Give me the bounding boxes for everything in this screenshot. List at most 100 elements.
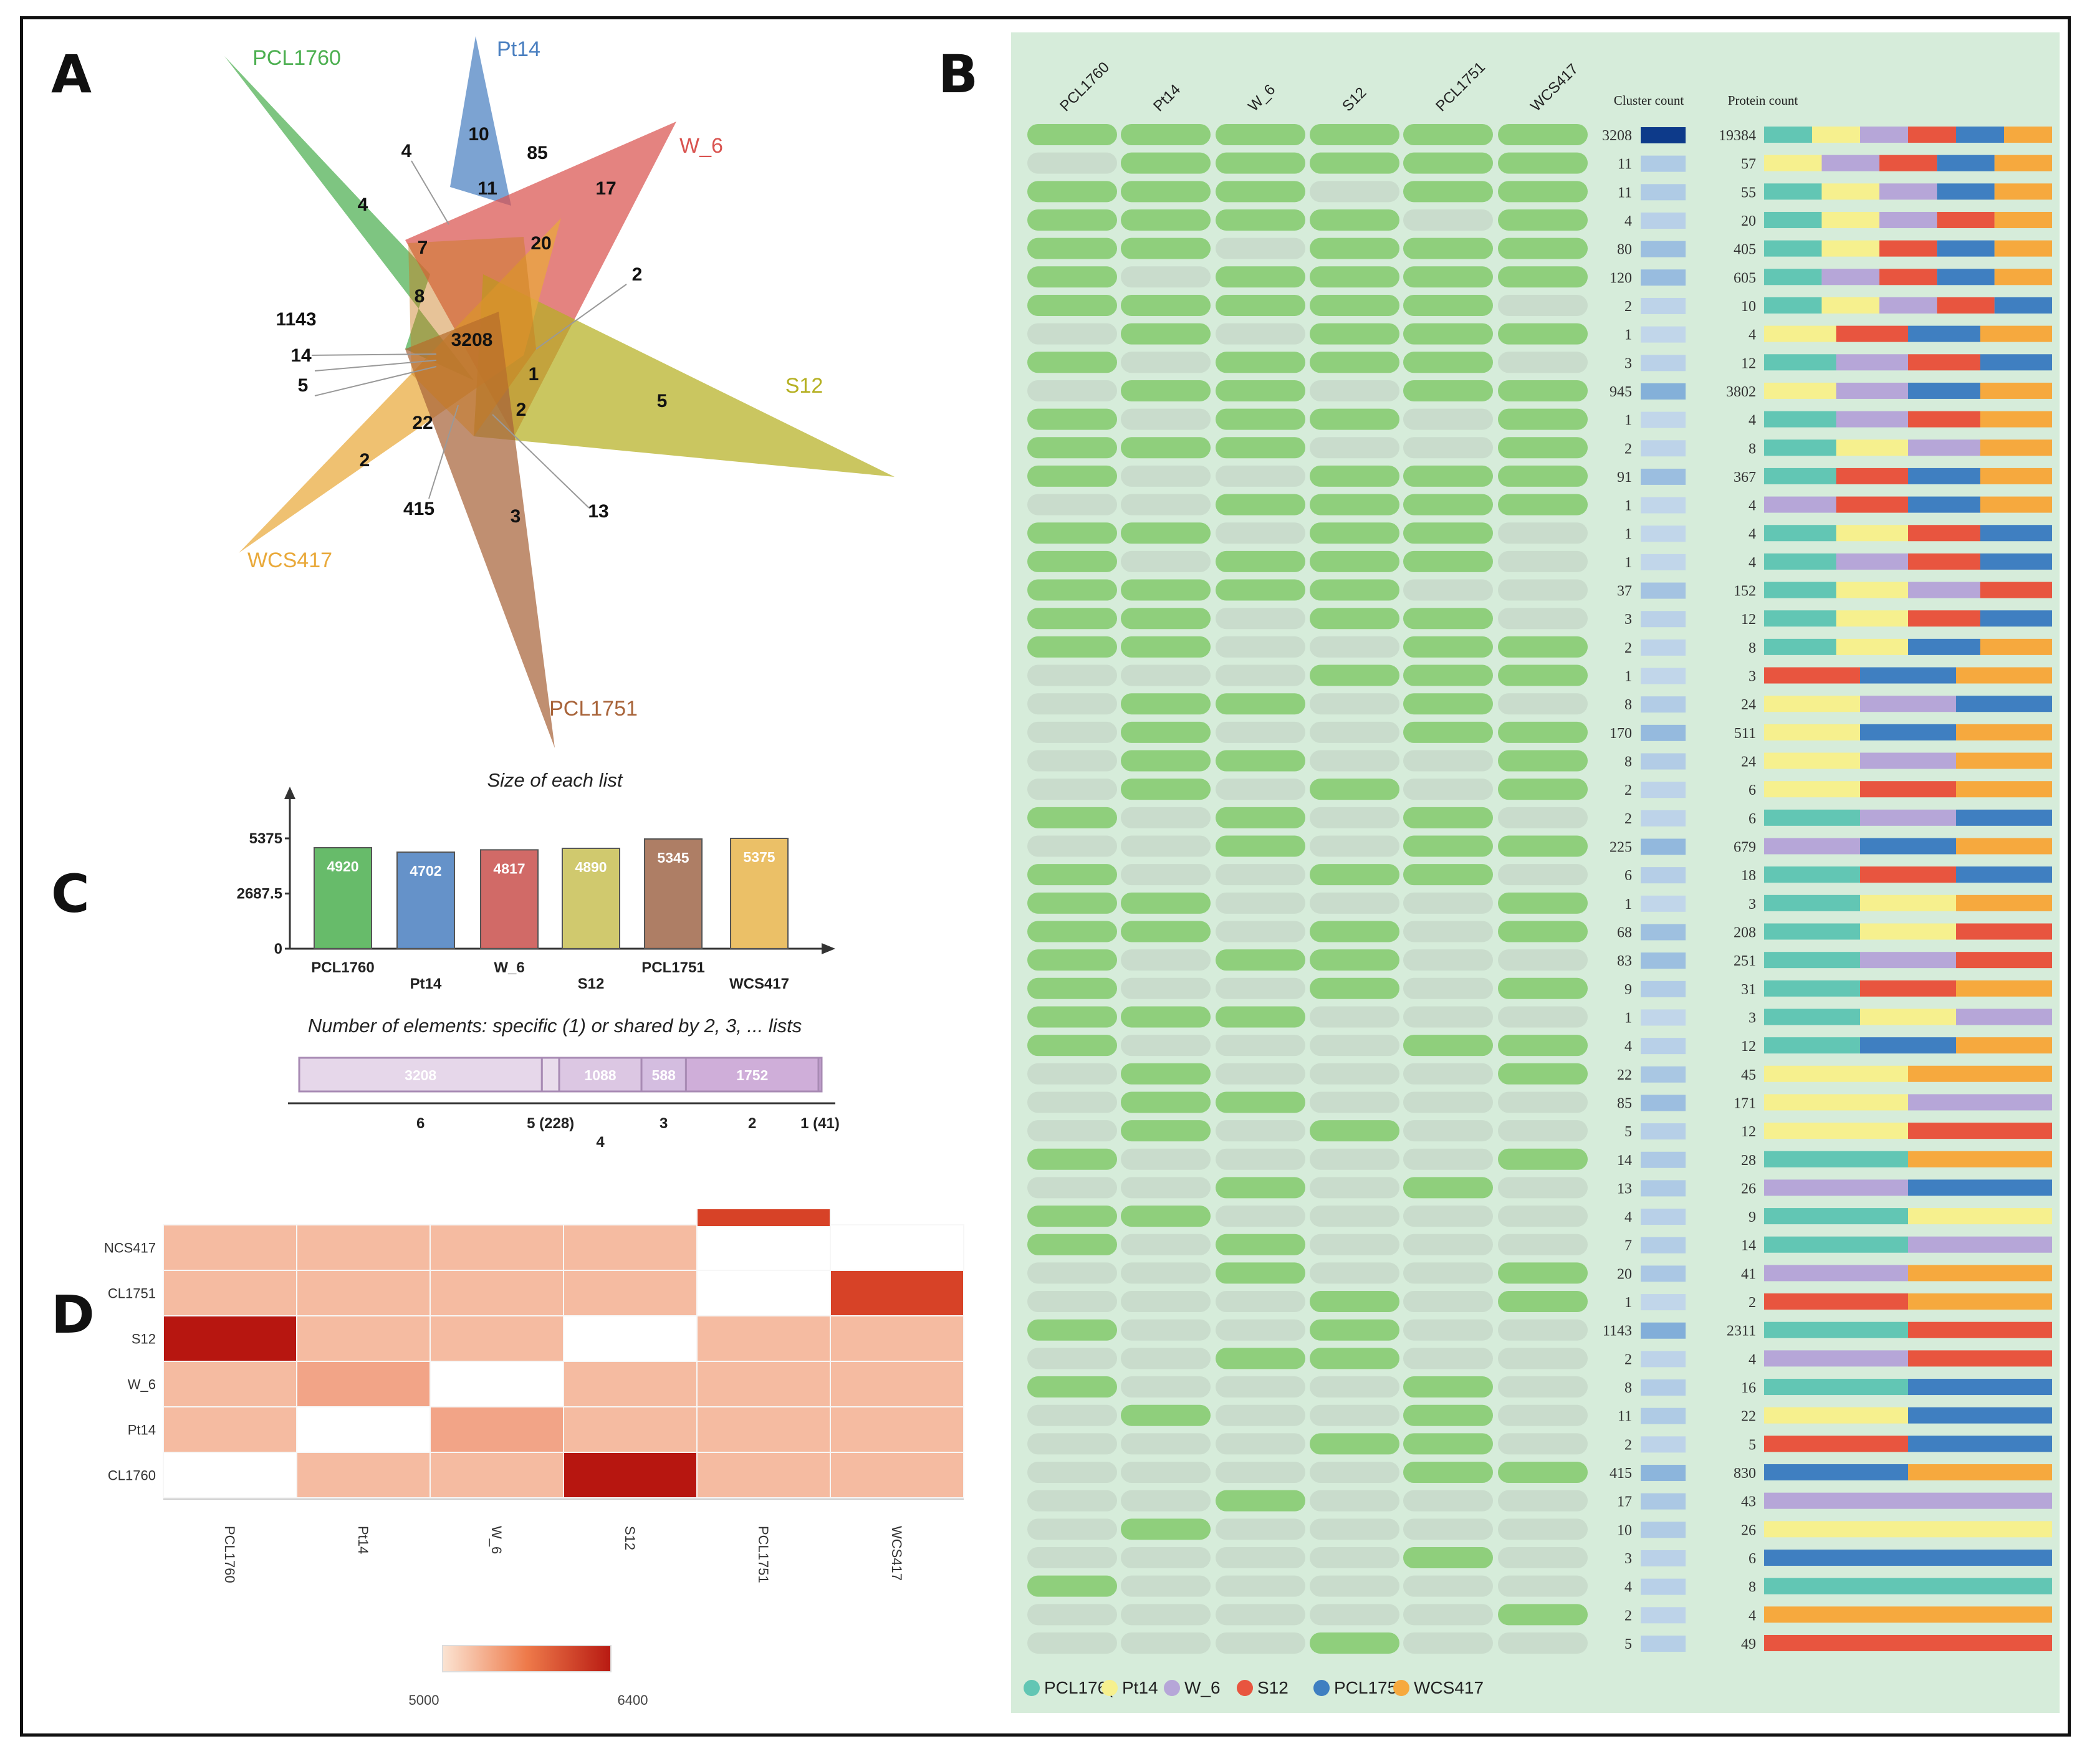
protein-count: 4 bbox=[1749, 413, 1756, 429]
membership-pill bbox=[1403, 949, 1493, 971]
membership-pill bbox=[1027, 1348, 1117, 1369]
membership-pill bbox=[1403, 1404, 1493, 1426]
legend-swatch bbox=[1024, 1680, 1040, 1696]
cluster-count-bar bbox=[1641, 497, 1686, 514]
membership-pill bbox=[1027, 1604, 1117, 1626]
venn-leader-line bbox=[428, 405, 459, 499]
membership-pill bbox=[1121, 1518, 1211, 1540]
protein-segment bbox=[1980, 325, 2052, 342]
membership-pill bbox=[1310, 835, 1399, 857]
membership-pill bbox=[1216, 437, 1305, 459]
membership-pill bbox=[1216, 1404, 1305, 1426]
heatmap-cell bbox=[830, 1361, 964, 1407]
panel-label-b: B bbox=[938, 44, 979, 105]
colorbar-min-label: 5000 bbox=[409, 1692, 439, 1708]
membership-pill bbox=[1121, 465, 1211, 487]
shared-tick-label: 1 (41) bbox=[800, 1115, 840, 1132]
cluster-count: 11 bbox=[1618, 185, 1632, 201]
membership-pill bbox=[1403, 1547, 1493, 1568]
membership-pill bbox=[1403, 1234, 1493, 1255]
protein-segment bbox=[1956, 838, 2052, 855]
bar-value-label: 4920 bbox=[327, 858, 358, 875]
protein-segment bbox=[1908, 1350, 2052, 1367]
protein-segment bbox=[1764, 1407, 1908, 1424]
cluster-count-bar bbox=[1641, 611, 1686, 628]
table-row: 8 24 bbox=[1027, 693, 2052, 715]
membership-pill bbox=[1403, 380, 1493, 401]
membership-pill bbox=[1403, 864, 1493, 886]
protein-segment bbox=[1764, 696, 1860, 712]
membership-pill bbox=[1121, 949, 1211, 971]
membership-pill bbox=[1498, 1206, 1588, 1227]
membership-pill bbox=[1310, 522, 1399, 544]
protein-segment bbox=[1980, 354, 2052, 371]
cluster-count: 415 bbox=[1610, 1465, 1632, 1482]
membership-pill bbox=[1403, 921, 1493, 942]
protein-count: 19384 bbox=[1719, 128, 1756, 144]
heatmap-cell bbox=[696, 1209, 831, 1227]
bar-value-label: 4817 bbox=[493, 860, 525, 876]
protein-segment bbox=[1764, 1436, 1908, 1452]
protein-segment bbox=[1908, 1464, 2052, 1481]
membership-pill bbox=[1403, 1006, 1493, 1028]
protein-count: 24 bbox=[1741, 697, 1756, 713]
cluster-count-bar bbox=[1641, 753, 1686, 770]
cluster-count-bar bbox=[1641, 1578, 1686, 1595]
membership-pill bbox=[1027, 1091, 1117, 1113]
heatmap-cell bbox=[163, 1270, 297, 1316]
membership-pill bbox=[1027, 779, 1117, 800]
membership-pill bbox=[1216, 664, 1305, 686]
membership-pill bbox=[1121, 1091, 1211, 1113]
protein-segment bbox=[1980, 496, 2052, 513]
membership-pill bbox=[1310, 1262, 1399, 1284]
membership-pill bbox=[1498, 1433, 1588, 1455]
table-row: 37 152 bbox=[1027, 579, 2052, 601]
protein-segment bbox=[1908, 1265, 2052, 1282]
membership-pill bbox=[1121, 152, 1211, 174]
cluster-count: 1 bbox=[1624, 1295, 1632, 1311]
protein-segment bbox=[1956, 127, 2004, 143]
cluster-count: 3 bbox=[1624, 355, 1632, 371]
protein-segment bbox=[1821, 269, 1879, 285]
cluster-count: 2 bbox=[1624, 441, 1632, 457]
membership-pill bbox=[1121, 1462, 1211, 1484]
protein-segment bbox=[1937, 269, 1995, 285]
protein-count: 26 bbox=[1741, 1522, 1756, 1538]
cluster-count-bar bbox=[1641, 952, 1686, 969]
membership-pill bbox=[1027, 1148, 1117, 1170]
protein-segment bbox=[1937, 240, 1995, 257]
cluster-count-bar bbox=[1641, 639, 1686, 656]
protein-segment bbox=[1908, 1436, 2052, 1452]
protein-count: 4 bbox=[1749, 327, 1756, 343]
cluster-count-bar bbox=[1641, 212, 1686, 229]
membership-pill bbox=[1498, 1376, 1588, 1398]
table-row: 22 45 bbox=[1027, 1063, 2052, 1085]
membership-pill bbox=[1027, 1518, 1117, 1540]
cluster-count: 91 bbox=[1617, 469, 1632, 486]
protein-segment bbox=[1879, 183, 1937, 200]
membership-pill bbox=[1216, 1490, 1305, 1512]
membership-pill bbox=[1216, 1575, 1305, 1597]
membership-pill bbox=[1310, 579, 1399, 601]
protein-count: 605 bbox=[1734, 270, 1756, 286]
cluster-count-bar bbox=[1641, 297, 1686, 314]
membership-pill bbox=[1310, 949, 1399, 971]
cluster-count-bar bbox=[1641, 1180, 1686, 1197]
cluster-count: 2 bbox=[1624, 299, 1632, 315]
protein-segment bbox=[1764, 382, 1836, 399]
shared-segment-1 bbox=[817, 1057, 823, 1093]
membership-pill bbox=[1216, 779, 1305, 800]
membership-pill bbox=[1403, 1518, 1493, 1540]
membership-pill bbox=[1027, 1433, 1117, 1455]
membership-pill bbox=[1498, 152, 1588, 174]
membership-pill bbox=[1403, 721, 1493, 743]
protein-segment bbox=[1764, 724, 1860, 741]
membership-pill bbox=[1310, 807, 1399, 828]
protein-count: 6 bbox=[1749, 782, 1756, 798]
membership-pill bbox=[1498, 892, 1588, 914]
membership-pill bbox=[1216, 1518, 1305, 1540]
legend-label: PCL175 bbox=[1334, 1678, 1397, 1697]
